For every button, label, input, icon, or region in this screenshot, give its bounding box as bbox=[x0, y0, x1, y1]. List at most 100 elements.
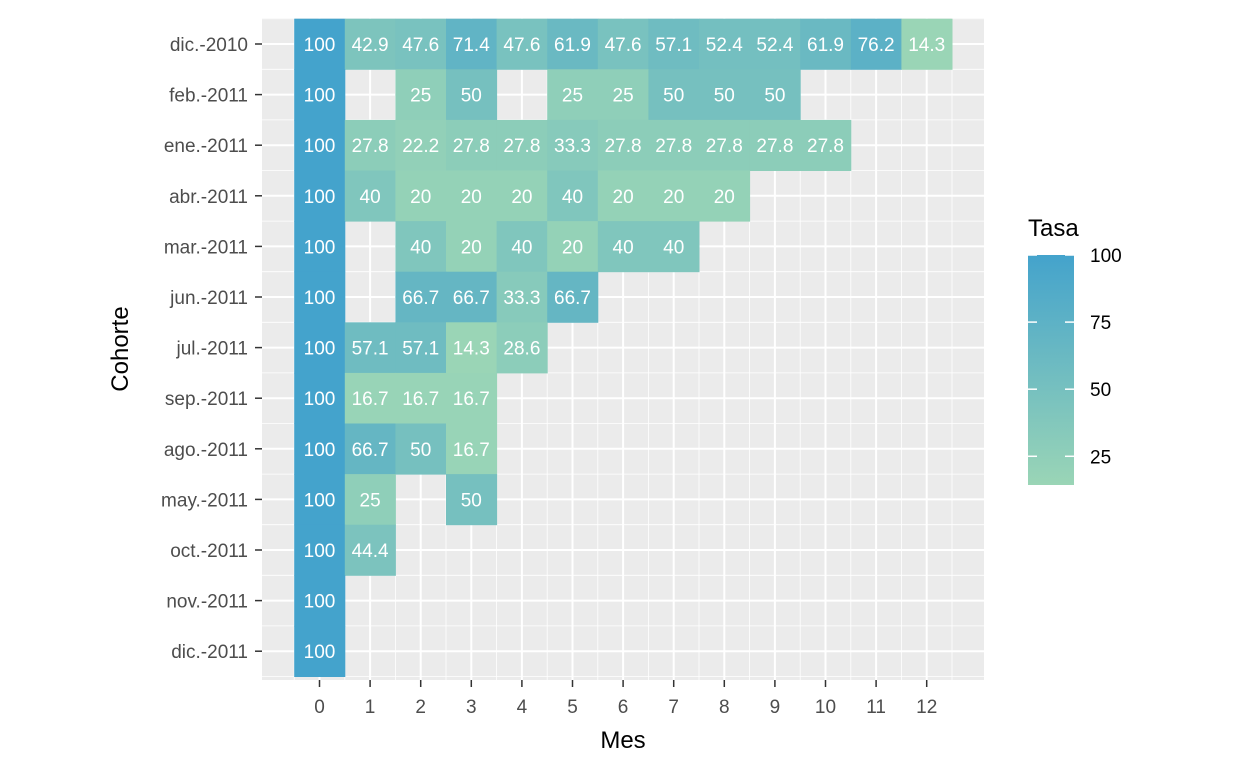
color-legend: Tasa 100 75 50 25 bbox=[1028, 215, 1122, 485]
cell-value-label: 25 bbox=[360, 490, 381, 511]
cell-value-label: 100 bbox=[304, 389, 336, 410]
heatmap-cell bbox=[749, 119, 801, 171]
cell-value-label: 57.1 bbox=[655, 35, 692, 56]
legend-tick-label: 25 bbox=[1090, 447, 1111, 468]
heatmap-cell bbox=[800, 18, 852, 70]
heatmap-cell bbox=[901, 18, 953, 70]
heatmap-cell bbox=[344, 474, 396, 526]
heatmap-cell bbox=[496, 271, 548, 323]
cell-value-label: 100 bbox=[304, 642, 336, 663]
x-tick-label: 3 bbox=[466, 697, 477, 718]
cell-value-label: 20 bbox=[562, 237, 583, 258]
cell-value-label: 66.7 bbox=[453, 288, 490, 309]
x-tick-label: 9 bbox=[770, 697, 781, 718]
heatmap-cell bbox=[496, 18, 548, 70]
heatmap-cell bbox=[395, 271, 447, 323]
heatmap-cell bbox=[547, 18, 599, 70]
legend-tick-label: 50 bbox=[1090, 380, 1111, 401]
x-tick-label: 11 bbox=[866, 697, 886, 718]
cell-value-label: 27.8 bbox=[605, 136, 642, 157]
cell-value-label: 27.8 bbox=[352, 136, 389, 157]
x-tick-label: 2 bbox=[415, 697, 426, 718]
cell-value-label: 100 bbox=[304, 187, 336, 208]
cell-value-label: 20 bbox=[461, 237, 482, 258]
heatmap-cell bbox=[597, 69, 649, 121]
cell-value-label: 27.8 bbox=[807, 136, 844, 157]
heatmap-cell bbox=[344, 524, 396, 576]
cell-value-label: 40 bbox=[360, 187, 381, 208]
heatmap-cell bbox=[294, 524, 346, 576]
heatmap-cell bbox=[294, 423, 346, 475]
heatmap-cell bbox=[446, 322, 498, 374]
cell-value-label: 14.3 bbox=[453, 339, 490, 360]
cell-value-label: 44.4 bbox=[352, 541, 389, 562]
heatmap-cell bbox=[294, 170, 346, 222]
heatmap-cell bbox=[344, 18, 396, 70]
cell-value-label: 28.6 bbox=[503, 339, 540, 360]
heatmap-cell bbox=[294, 575, 346, 627]
heatmap-cell bbox=[547, 119, 599, 171]
heatmap-cell bbox=[446, 119, 498, 171]
y-tick-label: feb.-2011 bbox=[169, 86, 248, 107]
heatmap-cell bbox=[597, 170, 649, 222]
cell-value-label: 27.8 bbox=[503, 136, 540, 157]
cell-value-label: 100 bbox=[304, 339, 336, 360]
cell-value-label: 47.6 bbox=[402, 35, 439, 56]
cell-value-label: 20 bbox=[663, 187, 684, 208]
cell-value-label: 52.4 bbox=[706, 35, 743, 56]
cell-value-label: 47.6 bbox=[503, 35, 540, 56]
cell-value-label: 42.9 bbox=[352, 35, 389, 56]
cell-value-label: 100 bbox=[304, 35, 336, 56]
cell-value-label: 71.4 bbox=[453, 35, 490, 56]
x-tick-label: 0 bbox=[314, 697, 325, 718]
cell-value-label: 25 bbox=[410, 86, 431, 107]
heatmap-cell bbox=[648, 119, 700, 171]
heatmap-cell bbox=[648, 18, 700, 70]
cell-value-label: 100 bbox=[304, 288, 336, 309]
heatmap-cell bbox=[749, 69, 801, 121]
y-tick-label: mar.-2011 bbox=[164, 237, 248, 258]
heatmap-cell bbox=[800, 119, 852, 171]
cell-value-label: 100 bbox=[304, 86, 336, 107]
heatmap-cell bbox=[446, 18, 498, 70]
heatmap-cell-labels: 100 42.9 47.6 71.4 47.6 61.9 47.6 57.1 52.4 52.4 6… bbox=[304, 35, 946, 663]
heatmap-cell bbox=[294, 474, 346, 526]
cell-value-label: 27.8 bbox=[655, 136, 692, 157]
cell-value-label: 25 bbox=[613, 86, 634, 107]
y-tick-label: may.-2011 bbox=[161, 490, 248, 511]
heatmap-cell bbox=[699, 18, 751, 70]
heatmap-cell bbox=[597, 18, 649, 70]
heatmap-cell bbox=[496, 170, 548, 222]
x-tick-label: 5 bbox=[567, 697, 578, 718]
cell-value-label: 61.9 bbox=[554, 35, 591, 56]
heatmap-cell bbox=[496, 119, 548, 171]
cell-value-label: 20 bbox=[461, 187, 482, 208]
cell-value-label: 100 bbox=[304, 541, 336, 562]
x-tick-label: 12 bbox=[916, 697, 937, 718]
y-tick-label: dic.-2011 bbox=[171, 642, 248, 663]
cell-value-label: 66.7 bbox=[352, 440, 389, 461]
heatmap-cell bbox=[344, 119, 396, 171]
cell-value-label: 50 bbox=[461, 86, 482, 107]
cell-value-label: 50 bbox=[461, 490, 482, 511]
cell-value-label: 57.1 bbox=[352, 339, 389, 360]
heatmap-cell bbox=[395, 322, 447, 374]
legend-title: Tasa bbox=[1028, 215, 1079, 242]
x-axis: 0 1 2 3 4 5 6 7 8 9 10 11 12 bbox=[314, 680, 937, 718]
y-tick-label: sep.-2011 bbox=[165, 389, 248, 410]
cell-value-label: 27.8 bbox=[756, 136, 793, 157]
cell-value-label: 16.7 bbox=[453, 389, 490, 410]
cell-value-label: 16.7 bbox=[352, 389, 389, 410]
cell-value-label: 14.3 bbox=[908, 35, 945, 56]
heatmap-cell bbox=[749, 18, 801, 70]
cell-value-label: 66.7 bbox=[402, 288, 439, 309]
heatmap-cell bbox=[648, 69, 700, 121]
heatmap-cell bbox=[547, 221, 599, 273]
y-axis: dic.-2010 feb.-2011 ene.-2011 abr.-2011 mar.… bbox=[161, 35, 262, 663]
y-tick-label: abr.-2011 bbox=[169, 187, 248, 208]
legend-ticks: 100 75 50 25 bbox=[1028, 246, 1122, 468]
cell-value-label: 57.1 bbox=[402, 339, 439, 360]
cell-value-label: 52.4 bbox=[756, 35, 793, 56]
x-tick-label: 10 bbox=[815, 697, 836, 718]
